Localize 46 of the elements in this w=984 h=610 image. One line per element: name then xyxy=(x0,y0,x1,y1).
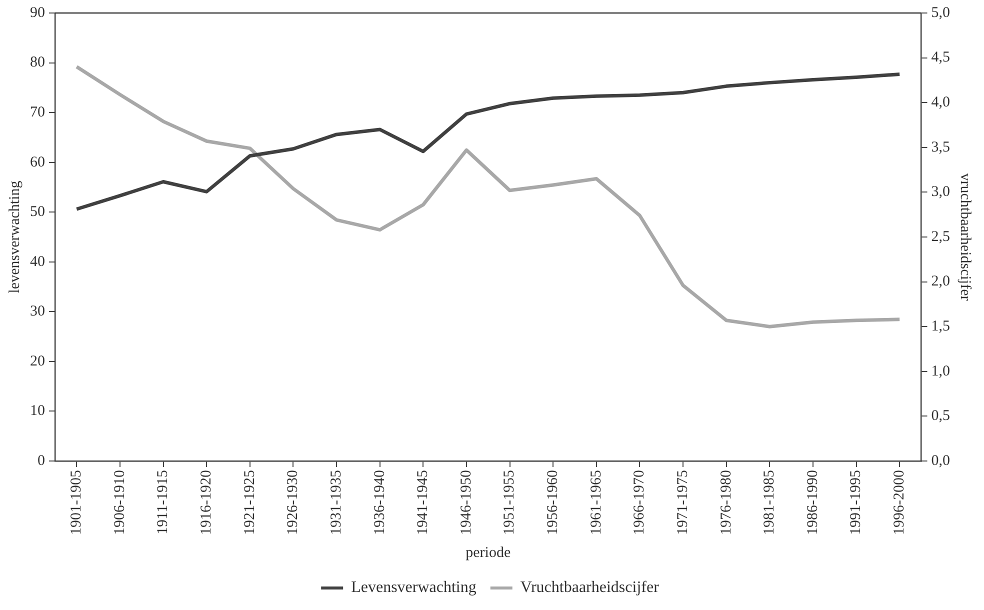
y2-tick-label: 4,0 xyxy=(931,94,950,111)
x-tick-label: 1956-1960 xyxy=(545,470,562,536)
legend-label: Vruchtbaarheidscijfer xyxy=(520,579,660,596)
x-tick-label: 1976-1980 xyxy=(718,470,734,536)
x-tick-label: 1906-1910 xyxy=(112,470,128,536)
y2-tick-label: 5,0 xyxy=(931,4,950,21)
y2-tick-label: 2,5 xyxy=(931,228,950,245)
y-tick-label: 90 xyxy=(30,4,45,21)
x-tick-label: 1911-1915 xyxy=(155,470,172,534)
x-tick-label: 1916-1920 xyxy=(198,470,215,536)
y-tick-label: 70 xyxy=(30,104,45,120)
x-tick-label: 1926-1930 xyxy=(285,470,302,536)
y-tick-label: 0 xyxy=(38,452,45,469)
y-tick-label: 80 xyxy=(30,54,45,71)
x-tick-label: 1921-1925 xyxy=(242,470,258,536)
y2-tick-label: 1,0 xyxy=(931,363,950,380)
y-tick-label: 10 xyxy=(30,403,45,420)
y-axis-title: levensverwachting xyxy=(6,180,23,294)
x-tick-label: 1961-1965 xyxy=(588,470,604,536)
x-tick-label: 1941-1945 xyxy=(415,470,432,536)
x-tick-label: 1991-1995 xyxy=(848,470,864,536)
x-tick-label: 1996-2000 xyxy=(892,470,908,536)
x-tick-label: 1971-1975 xyxy=(674,470,691,536)
x-axis-title: periode xyxy=(466,544,511,561)
y2-tick-label: 2,0 xyxy=(931,274,950,290)
x-tick-label: 1946-1950 xyxy=(458,470,474,536)
x-tick-label: 1936-1940 xyxy=(372,470,388,536)
x-tick-label: 1951-1955 xyxy=(502,470,518,536)
y-tick-label: 30 xyxy=(30,304,45,320)
y2-tick-label: 3,0 xyxy=(931,184,950,200)
legend-label: Levensverwachting xyxy=(351,579,476,596)
x-tick-label: 1981-1985 xyxy=(762,470,778,536)
x-tick-label: 1901-1905 xyxy=(68,470,85,536)
y-tick-label: 20 xyxy=(30,353,45,370)
y2-tick-label: 0,5 xyxy=(931,408,950,424)
x-tick-label: 1966-1970 xyxy=(632,470,648,536)
x-tick-label: 1986-1990 xyxy=(804,470,821,536)
y2-tick-label: 4,5 xyxy=(931,50,950,66)
x-tick-label: 1931-1935 xyxy=(328,470,344,536)
y2-axis-title: vruchtbaarheidscijfer xyxy=(957,173,974,301)
y-tick-label: 50 xyxy=(30,204,45,220)
y2-tick-label: 3,5 xyxy=(931,139,950,156)
y-tick-label: 60 xyxy=(30,154,45,170)
y2-tick-label: 1,5 xyxy=(931,318,950,335)
y-tick-label: 40 xyxy=(30,254,45,270)
y2-tick-label: 0,0 xyxy=(931,452,950,469)
